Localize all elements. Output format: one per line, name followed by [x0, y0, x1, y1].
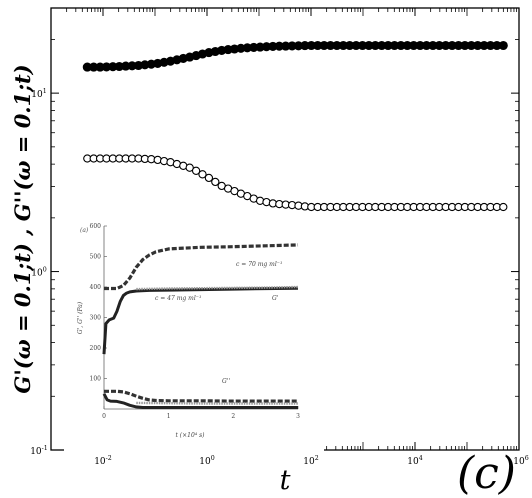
inset-series-5: [136, 401, 298, 405]
x-tick-label: 102: [303, 455, 318, 467]
main-x-axis-label: t: [280, 465, 291, 496]
inset-background: [64, 212, 324, 452]
filled-marker: [498, 40, 508, 51]
inset-axis-ticks: 0 1 2 3 100 200 300 400 500 600: [90, 223, 301, 420]
y-tick-label: 10-1: [30, 445, 48, 457]
inset-y-axis-label: G', G'' (Pa): [77, 301, 84, 334]
x-tick-label: 106: [513, 455, 528, 467]
inset-x-tick-label: 3: [296, 413, 300, 420]
inset-annotation-gdoubleprime: G'': [222, 378, 230, 385]
main-y-axis-label: G'(ω = 0.1;t) , G''(ω = 0.1;t): [10, 64, 35, 393]
y-tick-label: 101: [31, 88, 46, 100]
inset-y-tick-label: 300: [90, 315, 102, 322]
panel-letter: (c): [457, 448, 516, 498]
inset-annotation-c47: c = 47 mg ml⁻¹: [155, 295, 201, 302]
inset-data-series: [102, 243, 299, 409]
y-tick-label: 100: [31, 267, 46, 279]
x-tick-label: 104: [407, 455, 422, 467]
inset-series-0: [104, 243, 299, 291]
inset-x-axis-label: t (×10⁴ s): [175, 432, 205, 439]
open-marker: [185, 163, 194, 172]
inset-x-tick-label: 1: [167, 413, 171, 420]
inset-series-1: [102, 286, 299, 355]
inset-y-tick-label: 500: [90, 254, 102, 261]
open-marker: [211, 177, 220, 187]
inset-annotation-gprime: G': [272, 295, 279, 302]
inset-y-tick-label: 100: [90, 376, 102, 383]
main-data-series: [82, 40, 508, 212]
inset-series-2: [136, 285, 299, 291]
x-tick-label: 100: [199, 455, 214, 467]
inset-y-tick-label: 200: [90, 345, 102, 352]
open-marker: [499, 202, 508, 212]
inset-series-3: [104, 389, 298, 403]
inset-x-tick-label: 0: [102, 413, 106, 420]
x-tick-label: 10-2: [94, 455, 112, 467]
inset-x-tick-label: 2: [231, 413, 235, 420]
inset-annotation-c70: c = 70 mg ml⁻¹: [236, 261, 282, 268]
inset-chart: (a) 0 1 2 3 100 200 300 400 500 600 c = 70 mg ml⁻…: [64, 212, 324, 452]
inset-series-4: [102, 393, 298, 409]
open-marker: [191, 166, 201, 175]
inset-y-tick-label: 400: [90, 284, 102, 291]
open-marker: [198, 170, 207, 179]
inset-panel-tag: (a): [80, 227, 89, 234]
inset-y-tick-label: 600: [90, 223, 102, 230]
open-marker: [204, 173, 214, 183]
